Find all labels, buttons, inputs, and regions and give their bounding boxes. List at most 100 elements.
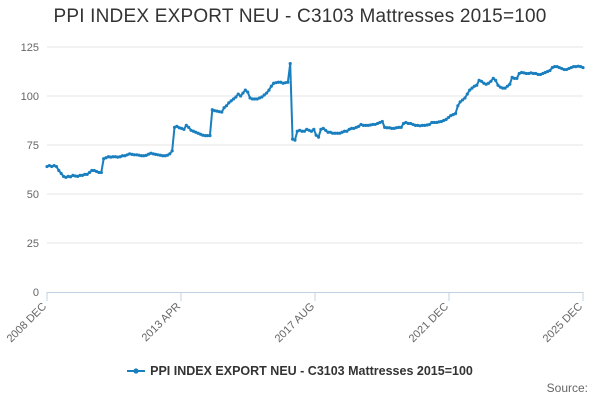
data-point (135, 153, 139, 157)
data-point (165, 153, 170, 157)
data-point (109, 155, 113, 159)
data-point (361, 123, 366, 127)
data-point (335, 131, 340, 135)
series-line (46, 62, 584, 179)
data-point (142, 154, 146, 158)
x-tick-label: 2025 DEC (541, 301, 585, 345)
data-point (116, 155, 120, 159)
data-point (314, 133, 318, 137)
data-point (321, 126, 325, 130)
data-point (463, 96, 467, 100)
data-point (264, 91, 269, 95)
data-point (397, 125, 401, 129)
data-point (371, 122, 375, 127)
data-point (571, 65, 576, 69)
data-point (302, 129, 306, 133)
data-point (345, 129, 349, 133)
data-point (508, 82, 512, 86)
data-point (161, 154, 165, 158)
data-point (456, 104, 460, 108)
data-point (175, 124, 179, 128)
data-point (357, 124, 361, 128)
data-point (444, 117, 448, 122)
data-point (170, 149, 174, 153)
data-point (269, 84, 273, 88)
y-tick-label: 100 (21, 91, 39, 103)
data-point (520, 70, 524, 75)
data-point (213, 109, 217, 113)
data-point (113, 155, 118, 159)
data-point (380, 119, 384, 124)
data-point (465, 92, 469, 96)
data-point (276, 80, 280, 84)
data-point (309, 129, 314, 133)
data-point (496, 83, 500, 87)
data-point (383, 125, 387, 129)
data-point (274, 81, 278, 85)
data-point (515, 76, 519, 80)
data-point (243, 88, 247, 92)
data-point (406, 121, 410, 126)
data-point (250, 97, 255, 101)
chart-title: PPI INDEX EXPORT NEU - C3103 Mattresses … (53, 6, 547, 27)
data-point (342, 129, 347, 133)
data-point (132, 153, 136, 157)
data-point (267, 88, 271, 92)
data-point (501, 86, 505, 90)
data-point (316, 135, 321, 139)
data-point (241, 91, 245, 95)
data-point (239, 94, 243, 98)
data-point (576, 64, 580, 68)
data-point (475, 83, 479, 87)
data-point (54, 164, 59, 169)
data-point (331, 131, 335, 135)
data-point (246, 90, 250, 94)
data-point (333, 131, 337, 135)
data-point (262, 93, 266, 97)
legend-series-symbol (127, 368, 146, 374)
data-point (156, 153, 160, 157)
data-point (106, 155, 110, 159)
data-point (300, 129, 304, 133)
data-point (168, 152, 172, 156)
data-point (385, 126, 389, 130)
data-point (416, 123, 420, 127)
data-point (283, 81, 288, 85)
data-point (505, 84, 510, 88)
x-tick-label: 2021 DEC (407, 301, 451, 345)
data-point (130, 152, 134, 157)
data-point (293, 138, 297, 142)
data-point (97, 170, 101, 175)
data-point (99, 170, 103, 175)
y-tick-label: 75 (27, 140, 39, 152)
data-point (201, 133, 205, 137)
y-tick-label: 0 (33, 287, 39, 299)
data-point (494, 78, 498, 82)
data-point (66, 174, 70, 178)
data-point (536, 72, 540, 77)
data-point (139, 154, 144, 158)
data-point (205, 133, 210, 138)
x-tick-label: 2017 AUG (273, 301, 317, 345)
data-point (90, 168, 94, 173)
data-point (491, 76, 495, 80)
x-tick-label: 2008 DEC (5, 301, 49, 345)
data-point (581, 65, 585, 70)
data-point (144, 153, 148, 157)
data-point (524, 71, 528, 76)
data-point (503, 86, 507, 90)
data-point (326, 130, 330, 134)
data-point (312, 127, 316, 131)
data-point (111, 155, 115, 159)
data-point (69, 175, 73, 179)
legend[interactable]: PPI INDEX EXPORT NEU - C3103 Mattresses … (0, 364, 600, 378)
y-tick-label: 125 (21, 42, 39, 54)
data-point (446, 115, 451, 120)
data-point (59, 171, 63, 176)
data-point (413, 123, 417, 127)
data-point (418, 124, 422, 128)
data-point (479, 79, 484, 83)
data-point (423, 123, 427, 127)
data-point (224, 104, 229, 108)
